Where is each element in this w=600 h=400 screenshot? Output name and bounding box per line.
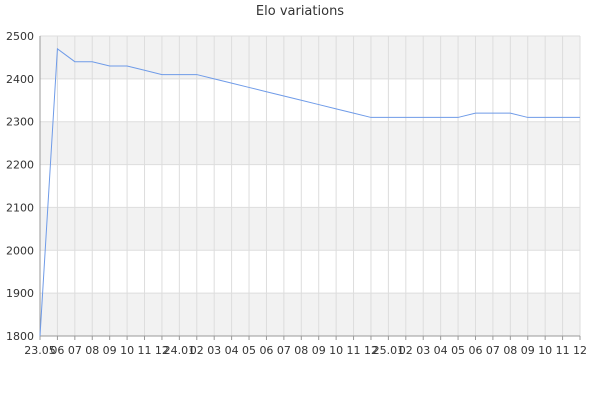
data-point [126,65,128,67]
x-tick-label: 11 [138,344,152,357]
data-point [387,116,389,118]
y-tick-label: 1800 [6,330,34,343]
x-tick-label: 06 [50,344,64,357]
data-point [265,91,267,93]
background-bands [40,36,580,336]
y-tick-label: 2100 [6,201,34,214]
x-tick-label: 06 [468,344,482,357]
data-point [474,112,476,114]
data-point [213,78,215,80]
data-point [352,112,354,114]
data-point [39,335,41,337]
series-group [39,47,581,337]
data-point [527,116,529,118]
data-point [178,73,180,75]
x-tick-label: 09 [521,344,535,357]
gridlines [39,35,581,337]
x-tick-label: 03 [416,344,430,357]
data-point [579,116,581,118]
background-band [40,121,580,165]
series-line [39,47,580,337]
data-point [492,112,494,114]
x-tick-label: 10 [538,344,552,357]
x-tick-label: 07 [68,344,82,357]
x-tick-label: 09 [103,344,117,357]
x-tick-label: 07 [486,344,500,357]
x-tick-label: 11 [556,344,570,357]
x-tick-label: 02 [190,344,204,357]
data-point [91,61,93,63]
y-tick-label: 2200 [6,159,34,172]
x-tick-label: 02 [399,344,413,357]
y-tick-label: 2400 [6,73,34,86]
x-tick-label: 05 [451,344,465,357]
x-tick-label: 09 [312,344,326,357]
background-band [40,36,580,79]
data-point [108,65,110,67]
data-point [318,103,320,105]
data-point [283,95,285,97]
data-point [422,116,424,118]
data-point [143,69,145,71]
x-tick-label: 12 [364,344,378,357]
background-band [40,293,580,336]
x-tick-label: 04 [434,344,448,357]
x-tick-label: 06 [259,344,273,357]
data-point [161,73,163,75]
data-point [509,112,511,114]
data-point [230,82,232,84]
x-tick-label: 10 [329,344,343,357]
chart-title: Elo variations [255,4,345,19]
x-tick-label: 25.01 [373,344,405,357]
x-tick-label: 04 [225,344,239,357]
data-point [561,116,563,118]
x-tick-label: 24.01 [164,344,196,357]
x-tick-label: 03 [207,344,221,357]
data-point [457,116,459,118]
x-tick-label: 05 [242,344,256,357]
data-point [300,99,302,101]
data-point [544,116,546,118]
y-tick-labels: 1800 1900 2000 2100 2200 2300 2400 2500 [6,30,34,343]
data-point [56,48,58,50]
x-tick-label: 10 [120,344,134,357]
y-tick-label: 2500 [6,30,34,43]
data-point [370,116,372,118]
y-tick-label: 1900 [6,287,34,300]
data-point [196,73,198,75]
x-tick-label: 23.05 [24,344,56,357]
data-point [74,61,76,63]
y-tick-label: 2300 [6,116,34,129]
x-tick-label: 08 [503,344,517,357]
x-tick-label: 08 [85,344,99,357]
y-tick-label: 2000 [6,244,34,257]
x-tick-label: 12 [155,344,169,357]
data-point [248,86,250,88]
x-tick-label: 12 [573,344,587,357]
x-tick-label: 07 [277,344,291,357]
data-point [335,108,337,110]
x-tick-label: 08 [294,344,308,357]
data-point [405,116,407,118]
background-band [40,207,580,251]
axes [39,36,581,340]
x-tick-label: 11 [347,344,361,357]
data-point [439,116,441,118]
